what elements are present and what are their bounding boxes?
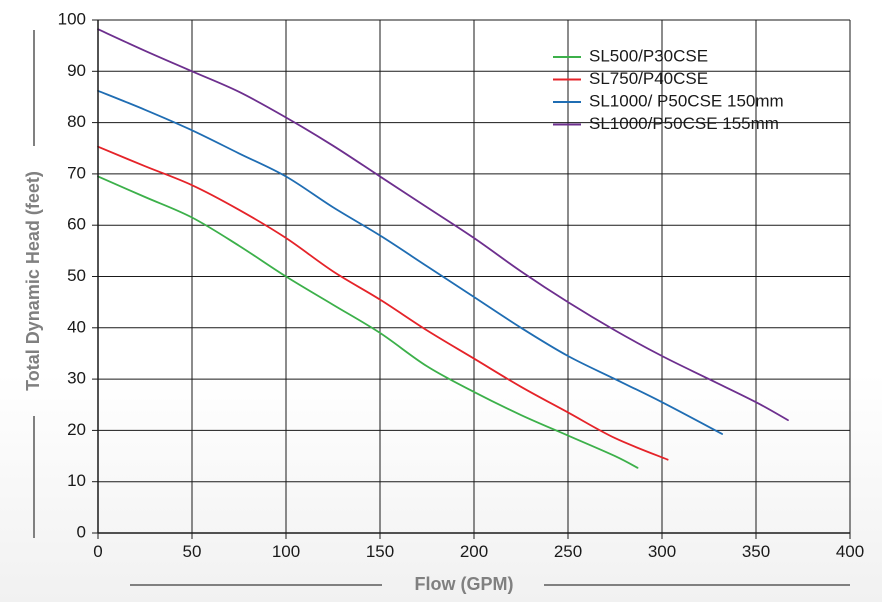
y-tick-label: 30 bbox=[67, 369, 86, 388]
legend-label: SL1000/ P50CSE 150mm bbox=[589, 91, 784, 110]
legend-label: SL1000/P50CSE 155mm bbox=[589, 114, 779, 133]
y-tick-label: 90 bbox=[67, 61, 86, 80]
y-tick-label: 70 bbox=[67, 163, 86, 182]
legend-label: SL500/P30CSE bbox=[589, 46, 708, 65]
series-line-1 bbox=[97, 175, 639, 469]
series-lines bbox=[97, 28, 789, 469]
y-tick-label: 40 bbox=[67, 317, 86, 336]
y-tick-label: 80 bbox=[67, 112, 86, 131]
y-tick-label: 100 bbox=[58, 9, 86, 28]
x-tick-label: 300 bbox=[648, 542, 676, 561]
x-tick-label: 100 bbox=[272, 542, 300, 561]
y-tick-label: 50 bbox=[67, 266, 86, 285]
series-line-2 bbox=[97, 145, 669, 461]
x-tick-label: 250 bbox=[554, 542, 582, 561]
x-tick-label: 400 bbox=[836, 542, 864, 561]
series-line-4 bbox=[97, 28, 789, 422]
legend: SL500/P30CSE SL750/P40CSE SL1000/ P50CSE 1… bbox=[553, 46, 784, 133]
x-tick-label: 350 bbox=[742, 542, 770, 561]
x-axis-title: Flow (GPM) bbox=[415, 574, 514, 594]
grid bbox=[98, 19, 851, 533]
y-tick-label: 20 bbox=[67, 420, 86, 439]
y-tick-label: 10 bbox=[67, 471, 86, 490]
axes bbox=[92, 19, 851, 539]
tick-labels: 0 10 20 30 40 50 60 70 80 90 100 0 50 100 150 200 250 300… bbox=[58, 9, 865, 561]
y-axis-title: Total Dynamic Head (feet) bbox=[23, 171, 43, 391]
legend-label: SL750/P40CSE bbox=[589, 69, 708, 88]
x-tick-label: 150 bbox=[366, 542, 394, 561]
x-tick-label: 200 bbox=[460, 542, 488, 561]
y-tick-label: 60 bbox=[67, 215, 86, 234]
x-tick-label: 50 bbox=[183, 542, 202, 561]
series-line-3 bbox=[97, 89, 724, 435]
x-tick-label: 0 bbox=[93, 542, 102, 561]
y-tick-label: 0 bbox=[77, 522, 86, 541]
